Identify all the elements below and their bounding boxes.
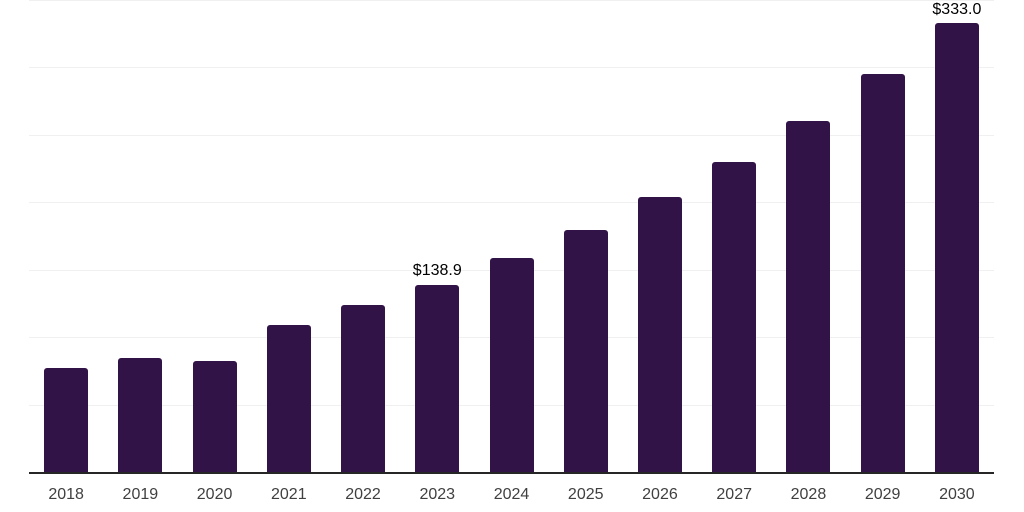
gridline-200	[29, 202, 994, 203]
x-tick-label-2020: 2020	[196, 486, 233, 503]
gridline-350	[29, 0, 994, 1]
x-tick-label-2018: 2018	[48, 486, 84, 503]
x-tick-label-2025: 2025	[567, 486, 604, 503]
x-tick-label-2023: 2023	[419, 486, 456, 503]
x-tick-label-2030: 2030	[939, 486, 975, 503]
gridline-300	[29, 67, 994, 68]
x-tick-label-2026: 2026	[642, 486, 678, 503]
bar-2026	[637, 196, 682, 472]
bar-2021	[266, 324, 311, 472]
bar-2022	[341, 304, 386, 472]
bar-2025	[563, 229, 608, 472]
bar-2023	[415, 284, 460, 472]
gridline-250	[29, 135, 994, 136]
x-tick-label-2019: 2019	[122, 486, 159, 503]
value-label-2023: $138.9	[412, 261, 462, 279]
x-tick-label-2021: 2021	[271, 486, 307, 503]
bar-2024	[489, 257, 534, 472]
bar-2018	[44, 367, 89, 472]
bar-2027	[712, 161, 757, 472]
x-tick-label-2028: 2028	[790, 486, 827, 503]
bar-2020	[192, 360, 237, 472]
bar-2028	[786, 120, 831, 472]
x-tick-label-2022: 2022	[345, 486, 381, 503]
value-label-2030: $333.0	[932, 1, 982, 18]
bar-2029	[860, 73, 905, 472]
x-tick-label-2029: 2029	[864, 486, 901, 503]
x-axis-line	[29, 472, 994, 474]
x-tick-label-2027: 2027	[716, 486, 752, 503]
bar-2019	[118, 357, 163, 472]
x-tick-label-2024: 2024	[493, 486, 530, 503]
bar-2030	[934, 22, 979, 472]
